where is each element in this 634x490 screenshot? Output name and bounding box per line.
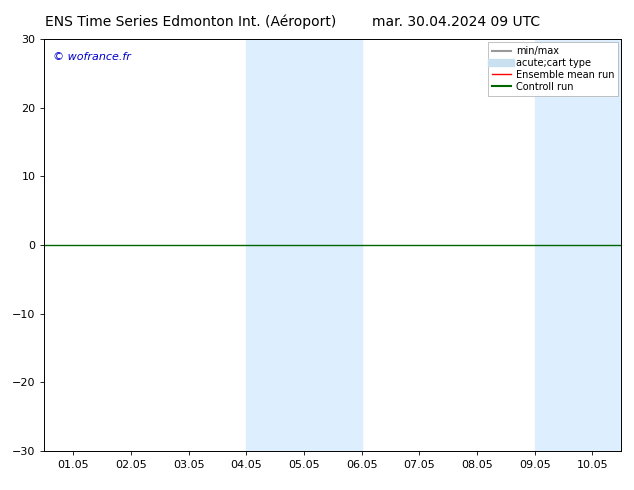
Legend: min/max, acute;cart type, Ensemble mean run, Controll run: min/max, acute;cart type, Ensemble mean … (488, 42, 618, 96)
Text: © wofrance.fr: © wofrance.fr (53, 51, 131, 62)
Text: ENS Time Series Edmonton Int. (Aéroport): ENS Time Series Edmonton Int. (Aéroport) (44, 15, 336, 29)
Bar (534, 39, 621, 451)
Bar (246, 39, 361, 451)
Text: mar. 30.04.2024 09 UTC: mar. 30.04.2024 09 UTC (372, 15, 541, 29)
